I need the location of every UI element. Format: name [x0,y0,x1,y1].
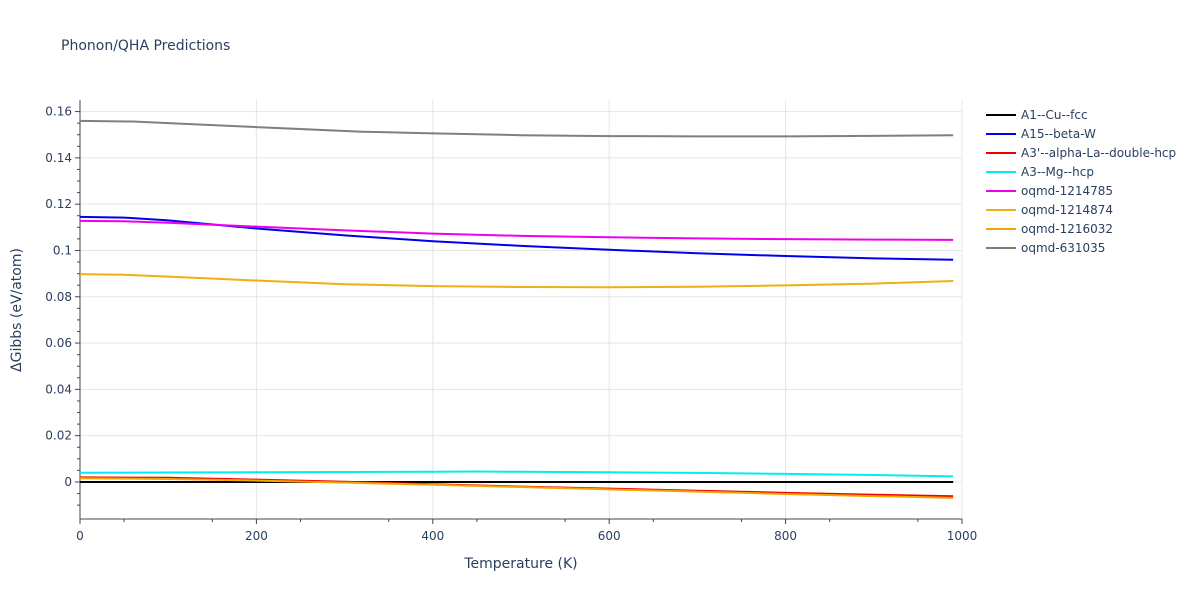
legend-item-7[interactable]: oqmd-631035 [986,241,1105,255]
series-line-6 [79,477,954,499]
legend-item-6[interactable]: oqmd-1216032 [986,222,1113,236]
y-tick-label: 0.04 [45,382,72,396]
legend-label: oqmd-1216032 [1021,222,1113,236]
y-axis-title: ΔGibbs (eV/atom) [9,248,25,372]
x-tick-label: 800 [774,529,797,543]
series-line-3 [79,470,954,478]
series-line-4 [79,219,954,241]
chart-title: Phonon/QHA Predictions [61,38,230,54]
x-tick-label: 200 [245,529,268,543]
series-layer [79,119,954,499]
y-tick-label: 0.02 [45,429,72,443]
legend-item-0[interactable]: A1--Cu--fcc [986,108,1088,122]
legend-label: A15--beta-W [1021,127,1096,141]
series-line-1 [79,215,954,261]
legend-label: oqmd-1214874 [1021,203,1113,217]
legend-item-2[interactable]: A3'--alpha-La--double-hcp [986,146,1176,160]
legend-item-5[interactable]: oqmd-1214874 [986,203,1113,217]
legend-label: A3'--alpha-La--double-hcp [1021,146,1176,160]
x-axis-title: Temperature (K) [463,556,577,572]
legend-item-1[interactable]: A15--beta-W [986,127,1096,141]
y-tick-label: 0 [64,475,72,489]
y-tick-label: 0.12 [45,197,72,211]
axis-layer: 0 200 400 600 800 1000 0 0.02 0.04 0.06 0.08 0.1 0.1… [45,100,977,543]
grid-layer [80,100,963,519]
x-tick-label: 600 [598,529,621,543]
x-tick-label: 1000 [947,529,978,543]
y-tick-label: 0.1 [53,243,72,257]
legend-label: A1--Cu--fcc [1021,108,1088,122]
legend[interactable]: A1--Cu--fcc A15--beta-W A3'--alpha-La--dou… [986,108,1176,255]
y-tick-label: 0.16 [45,105,72,119]
series-line-5 [79,273,954,289]
legend-item-4[interactable]: oqmd-1214785 [986,184,1113,198]
series-line-7 [79,119,954,138]
legend-item-3[interactable]: A3--Mg--hcp [986,165,1094,179]
legend-label: oqmd-631035 [1021,241,1105,255]
legend-label: A3--Mg--hcp [1021,165,1094,179]
y-tick-label: 0.08 [45,290,72,304]
x-tick-label: 400 [421,529,444,543]
legend-label: oqmd-1214785 [1021,184,1113,198]
y-tick-label: 0.14 [45,151,72,165]
y-tick-label: 0.06 [45,336,72,350]
x-tick-label: 0 [76,529,84,543]
